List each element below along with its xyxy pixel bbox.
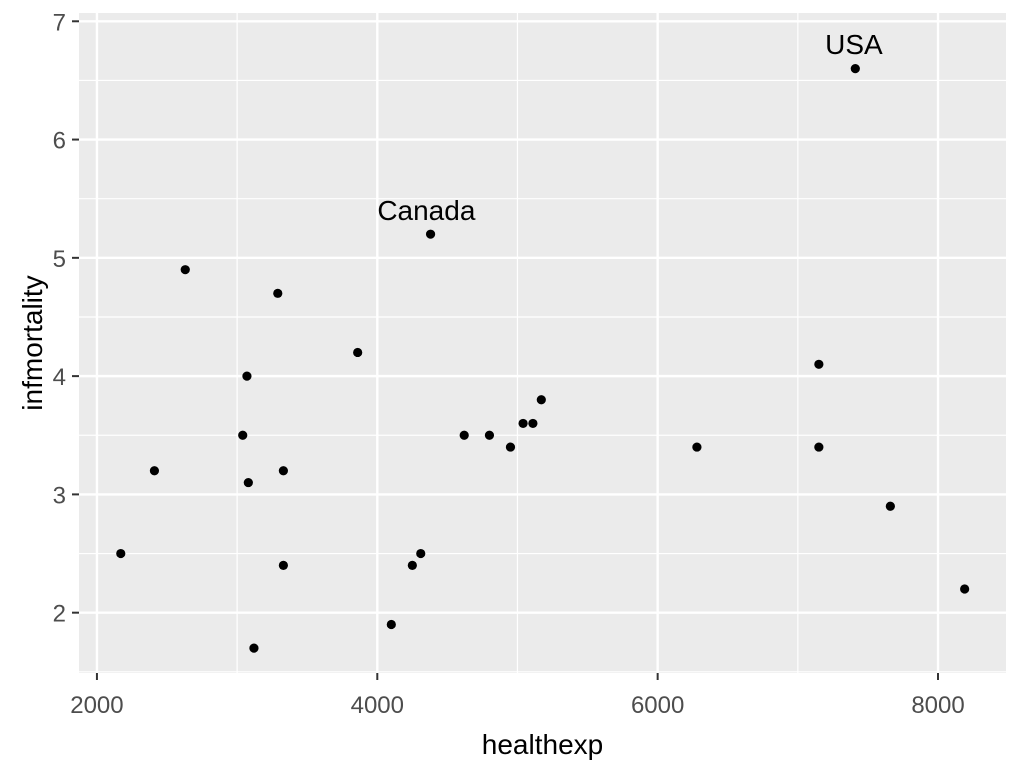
y-tick-label: 4 xyxy=(53,364,66,391)
data-point xyxy=(528,418,538,429)
data-point xyxy=(814,442,824,452)
x-tick-label: 2000 xyxy=(70,692,123,719)
y-tick-label: 6 xyxy=(53,128,66,155)
y-tick-label: 2 xyxy=(53,601,66,628)
data-point xyxy=(249,643,259,653)
data-point xyxy=(243,477,253,488)
data-point xyxy=(238,430,248,440)
data-point xyxy=(960,584,970,594)
y-tick-label: 7 xyxy=(53,9,66,36)
x-tick-label: 6000 xyxy=(631,692,684,719)
data-point xyxy=(692,442,702,452)
data-point xyxy=(536,395,546,405)
data-point xyxy=(278,466,288,476)
data-point xyxy=(518,418,528,429)
data-point xyxy=(459,430,469,440)
y-tick-label: 5 xyxy=(53,246,66,273)
data-point xyxy=(416,548,426,559)
y-axis-title: infmortality xyxy=(17,275,48,411)
data-point xyxy=(242,371,252,381)
data-point xyxy=(484,430,495,440)
data-point xyxy=(814,359,824,369)
data-point xyxy=(505,442,516,452)
data-point xyxy=(116,548,126,559)
data-point xyxy=(353,347,363,358)
data-point xyxy=(850,63,860,74)
data-point xyxy=(885,501,895,511)
data-point xyxy=(273,288,283,298)
data-point xyxy=(407,560,417,570)
x-tick-label: 8000 xyxy=(911,692,964,719)
data-point xyxy=(386,619,396,630)
data-point xyxy=(149,466,160,476)
annotation-usa: USA xyxy=(825,28,883,60)
x-tick-label: 4000 xyxy=(351,692,404,719)
data-point xyxy=(278,560,288,570)
y-tick-label: 3 xyxy=(53,482,66,509)
data-point xyxy=(425,229,436,239)
x-axis-title: healthexp xyxy=(481,729,604,760)
plot-panel xyxy=(79,13,1006,673)
data-point xyxy=(180,265,190,275)
annotation-canada: Canada xyxy=(377,194,476,226)
